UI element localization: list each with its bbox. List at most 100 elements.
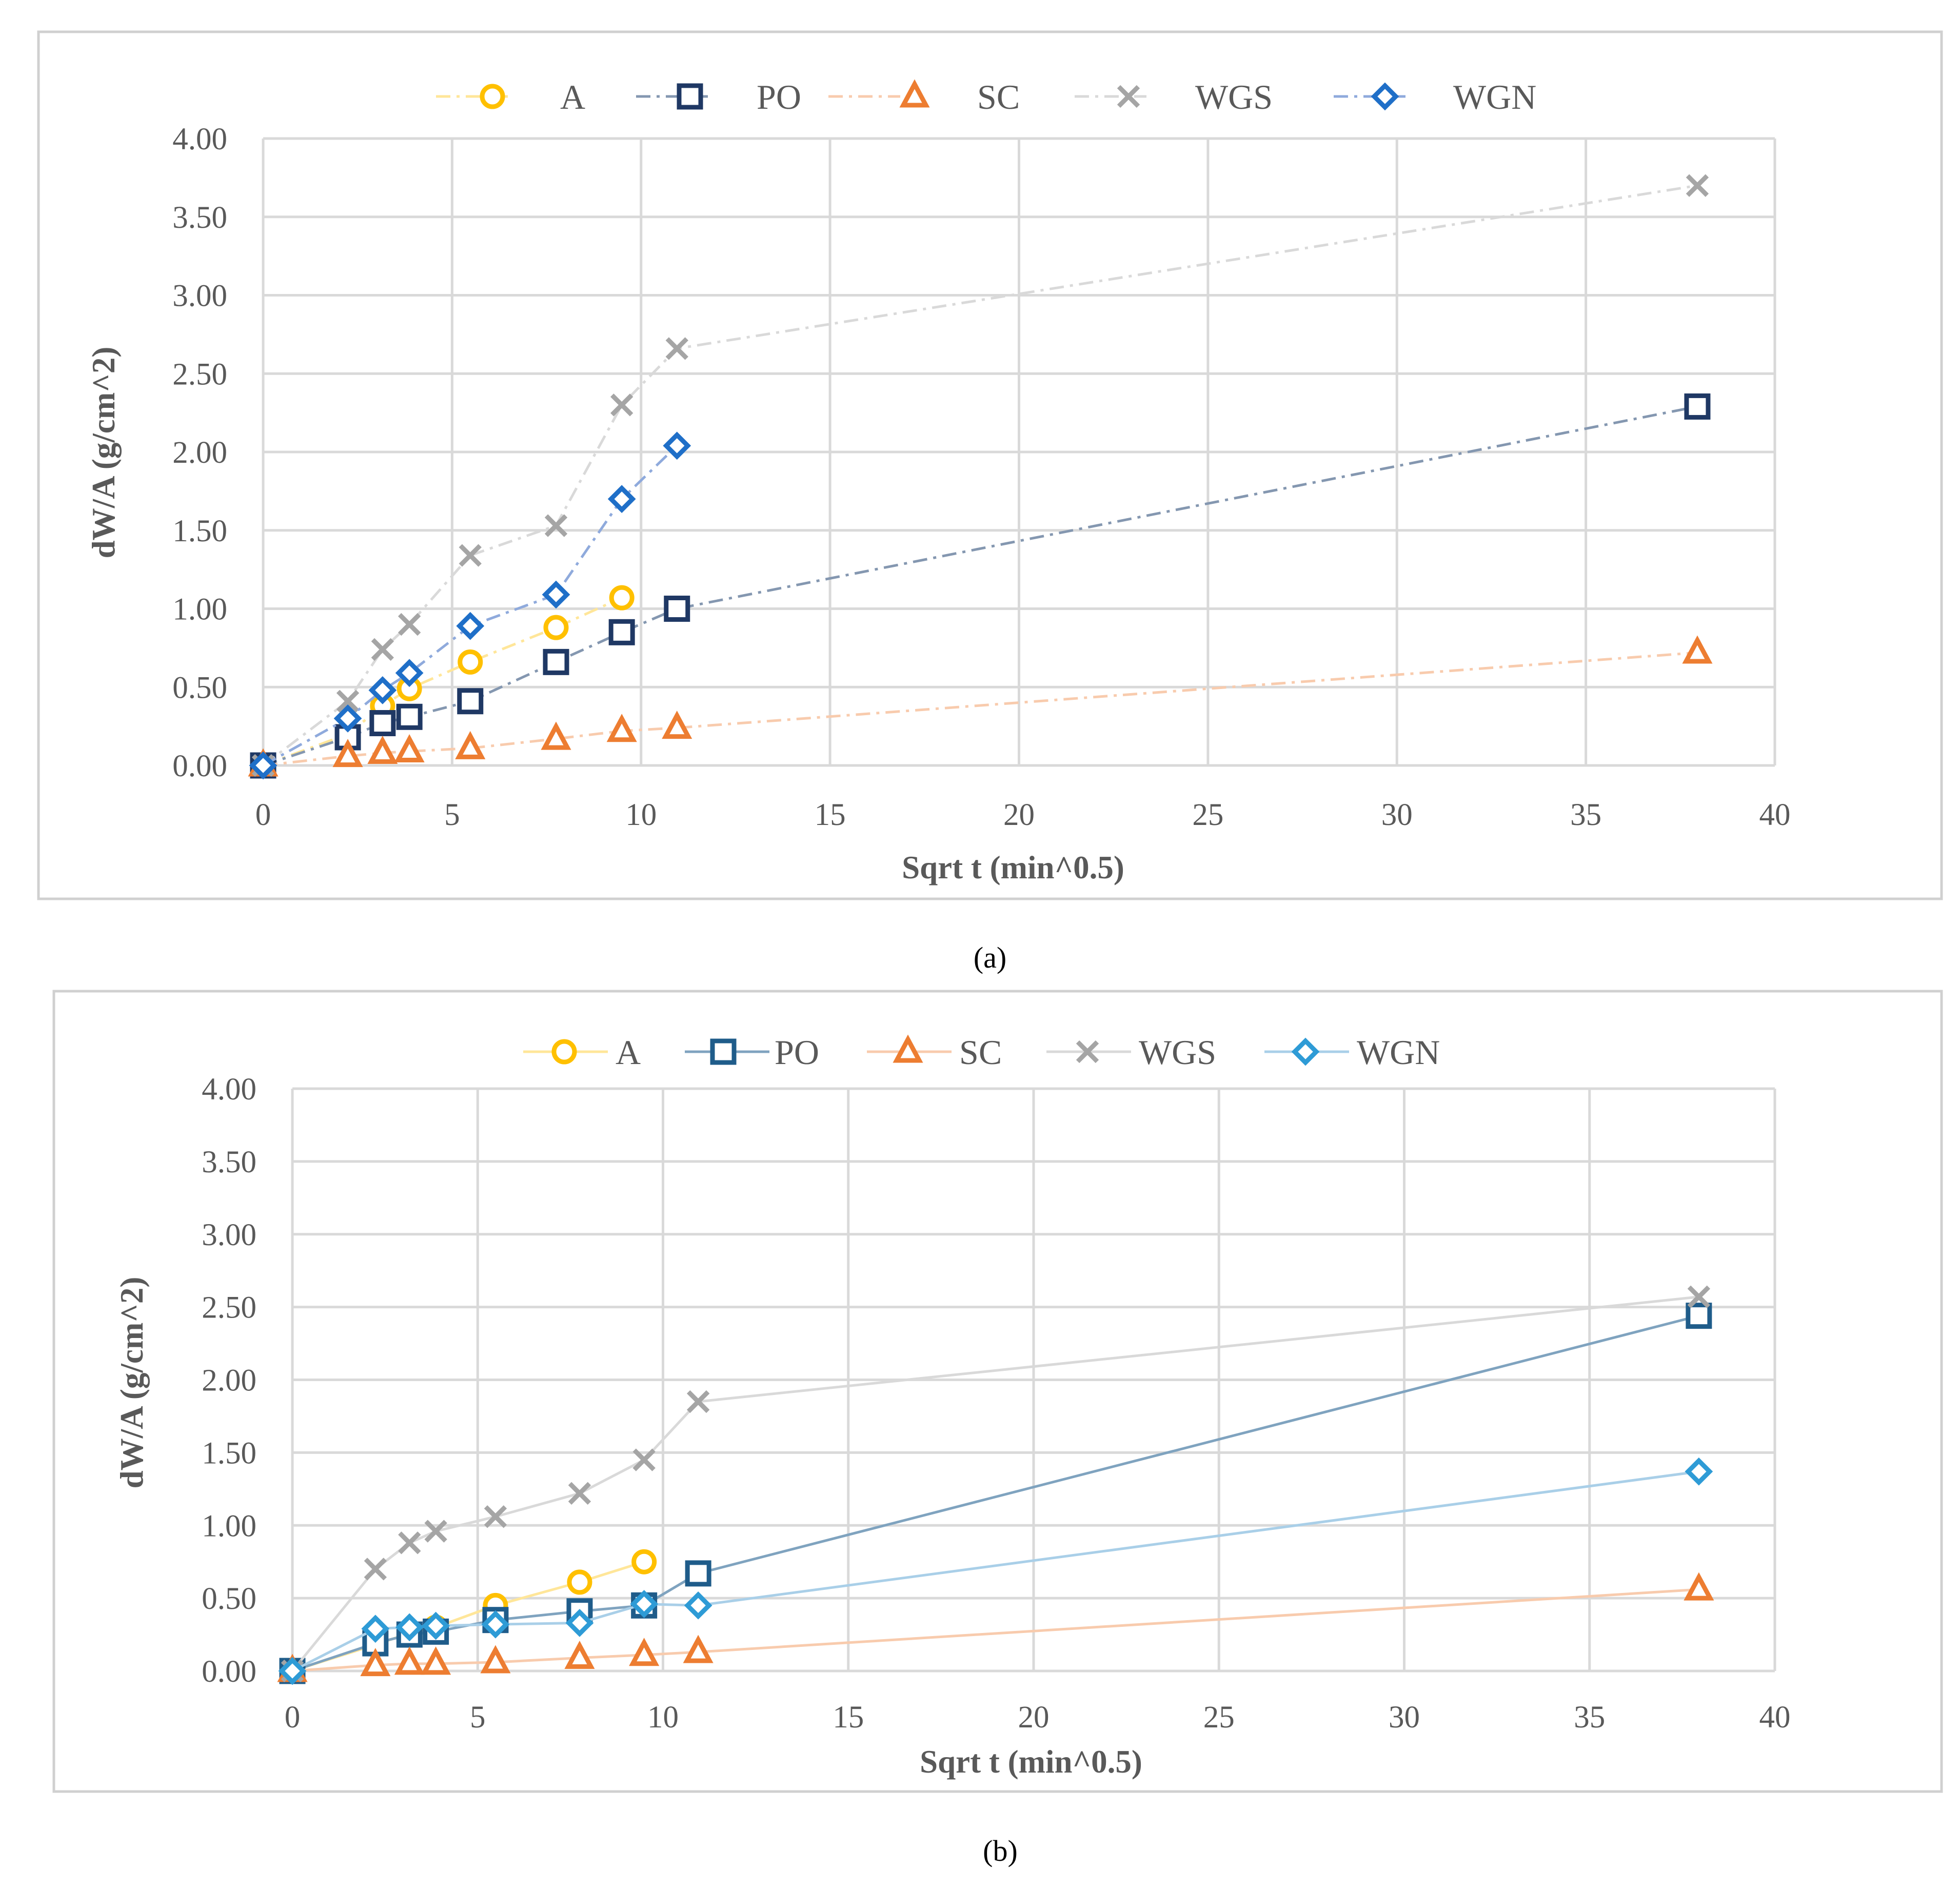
chart-a-series-wgn-line — [262, 444, 678, 767]
chart-b-legend-wgn-label: WGN — [1357, 1033, 1440, 1072]
chart-b-legend-sc-label: SC — [959, 1033, 1002, 1072]
chart-b-legend-wgn-marker — [1291, 1037, 1320, 1066]
chart-a-y-tick-label: 1.50 — [172, 514, 227, 548]
chart-b-gridlines — [291, 1087, 1776, 1672]
chart-a-series-wgn — [249, 431, 691, 780]
chart-b-legend-sc-marker — [893, 1034, 923, 1063]
chart-b-sc-point — [480, 1645, 511, 1674]
chart-a-wgn-point — [607, 485, 636, 514]
chart-b-wgn-point — [361, 1615, 390, 1643]
chart-a-wgs-point — [1686, 174, 1709, 197]
chart-a-y-tick-label: 3.50 — [172, 201, 227, 235]
chart-b-sc-point — [421, 1646, 451, 1675]
chart-b-x-axis-title: Sqrt t (min^0.5) — [920, 1744, 1142, 1780]
chart-b-wgs-point — [568, 1482, 591, 1505]
chart-b-y-tick-label: 1.50 — [202, 1436, 256, 1470]
chart-b-sc-point — [394, 1646, 425, 1675]
chart-b-sc-point — [360, 1648, 391, 1677]
chart-b-x-tick-label: 30 — [1389, 1700, 1420, 1735]
chart-b-series — [277, 1285, 1714, 1685]
chart-b-x-tick-label: 35 — [1574, 1700, 1605, 1735]
chart-a-y-tick-label: 2.00 — [172, 436, 227, 470]
chart-a: A PO SC WGS WGN 0.00 0.50 1.00 1.50 2.00 2.50 3.00… — [37, 30, 1943, 900]
chart-b-y-tick-label: 3.50 — [202, 1145, 256, 1179]
chart-a-sc-point — [662, 711, 692, 739]
chart-b-sc-point — [1684, 1572, 1714, 1601]
chart-a-wgn-point — [395, 659, 424, 687]
chart-a-legend-item-a: A — [436, 77, 585, 116]
chart-b-wgs-point — [424, 1520, 447, 1543]
chart-b-legend-item-wgs: WGS — [1046, 1033, 1216, 1072]
chart-b-legend-wgs-label: WGS — [1139, 1033, 1216, 1072]
chart-b-y-tick-label: 2.00 — [202, 1364, 256, 1398]
chart-b-po-point — [685, 1560, 711, 1587]
chart-b-wgn-point — [1685, 1457, 1713, 1486]
chart-a-a-point — [458, 649, 483, 675]
chart-a-y-tick-label: 3.00 — [172, 279, 227, 313]
chart-b-sc-point — [683, 1635, 714, 1663]
chart-a-legend-item-wgs: WGS — [1075, 77, 1273, 116]
chart-a-sc-point — [455, 731, 486, 759]
chart-a-series — [248, 174, 1713, 780]
chart-b-x-tick-label: 15 — [833, 1700, 864, 1735]
chart-b: A PO SC WGS WGN 0.00 0.50 1.00 1.50 2.00 2.50 3.00… — [52, 990, 1943, 1793]
chart-b-wgs-point — [364, 1558, 387, 1581]
chart-b-legend-a-label: A — [616, 1033, 641, 1072]
chart-b-a-point — [631, 1549, 657, 1575]
chart-a-y-tick-label: 2.50 — [172, 357, 227, 391]
chart-a-y-tick-label: 0.50 — [172, 671, 227, 705]
chart-b-legend-item-wgn: WGN — [1264, 1033, 1440, 1072]
chart-a-po-point — [396, 703, 423, 730]
chart-a-sc-point — [1682, 635, 1713, 664]
chart-a-legend-wgs-marker — [1117, 85, 1140, 108]
chart-a-x-tick-label: 15 — [815, 798, 846, 832]
chart-b-legend-item-po: PO — [685, 1033, 819, 1072]
chart-a-legend-sc-label: SC — [977, 77, 1020, 116]
chart-a-legend-item-wgn: WGN — [1334, 77, 1536, 116]
chart-b-legend-item-a: A — [523, 1033, 641, 1072]
chart-a-x-tick-label: 30 — [1381, 798, 1413, 832]
chart-a-sc-point — [332, 739, 363, 768]
chart-a-y-tick-label: 4.00 — [172, 122, 227, 156]
chart-b-sc-point — [564, 1640, 595, 1669]
chart-a-a-point — [609, 585, 635, 611]
chart-a-x-tick-label: 35 — [1570, 798, 1601, 832]
chart-b-wgs-point — [484, 1505, 507, 1528]
chart-a-po-point — [543, 648, 569, 675]
chart-a-wgs-point — [665, 337, 688, 360]
chart-b-y-tick-label: 1.00 — [202, 1509, 256, 1543]
chart-a-sc-point — [541, 721, 571, 750]
chart-b-y-ticks: 0.00 0.50 1.00 1.50 2.00 2.50 3.00 3.50 4.00 — [202, 1072, 256, 1689]
chart-b-legend-wgs-marker — [1076, 1040, 1099, 1064]
caption-b: (b) — [983, 1834, 1018, 1867]
chart-a-sc-point — [606, 714, 637, 742]
chart-a-a-point — [543, 615, 569, 640]
chart-a-wgs-point — [336, 690, 360, 713]
chart-b-a-point — [567, 1569, 592, 1595]
chart-b-wgn-point — [684, 1591, 712, 1620]
chart-a-series-sc-line — [263, 651, 1698, 767]
chart-b-legend-po-label: PO — [775, 1033, 819, 1072]
chart-b-series-sc — [277, 1572, 1714, 1682]
chart-a-legend: A PO SC WGS WGN — [436, 77, 1536, 116]
chart-b-frame — [52, 990, 1943, 1793]
chart-a-x-axis-title: Sqrt t (min^0.5) — [902, 850, 1124, 886]
chart-b-wgs-point — [686, 1390, 710, 1413]
chart-b-series-wgn — [278, 1457, 1713, 1685]
chart-a-legend-item-sc: SC — [828, 77, 1020, 116]
chart-b-wgs-point — [398, 1531, 421, 1555]
chart-b-wgn-point — [481, 1610, 510, 1639]
chart-b-wgs-point — [632, 1448, 656, 1471]
chart-a-legend-po-label: PO — [757, 77, 801, 116]
chart-b-y-tick-label: 0.00 — [202, 1655, 256, 1689]
chart-a-y-tick-label: 1.00 — [172, 593, 227, 627]
chart-a-y-axis-title: dW/A (g/cm^2) — [86, 347, 122, 559]
chart-a-legend-item-po: PO — [636, 77, 801, 116]
chart-a-series-wgs-line — [262, 184, 1698, 766]
chart-a-po-point — [369, 710, 396, 737]
chart-a-x-tick-label: 10 — [625, 798, 657, 832]
chart-b-wgn-point — [630, 1590, 659, 1618]
chart-b-x-tick-label: 20 — [1018, 1700, 1050, 1735]
chart-a-legend-sc-marker — [899, 79, 930, 108]
